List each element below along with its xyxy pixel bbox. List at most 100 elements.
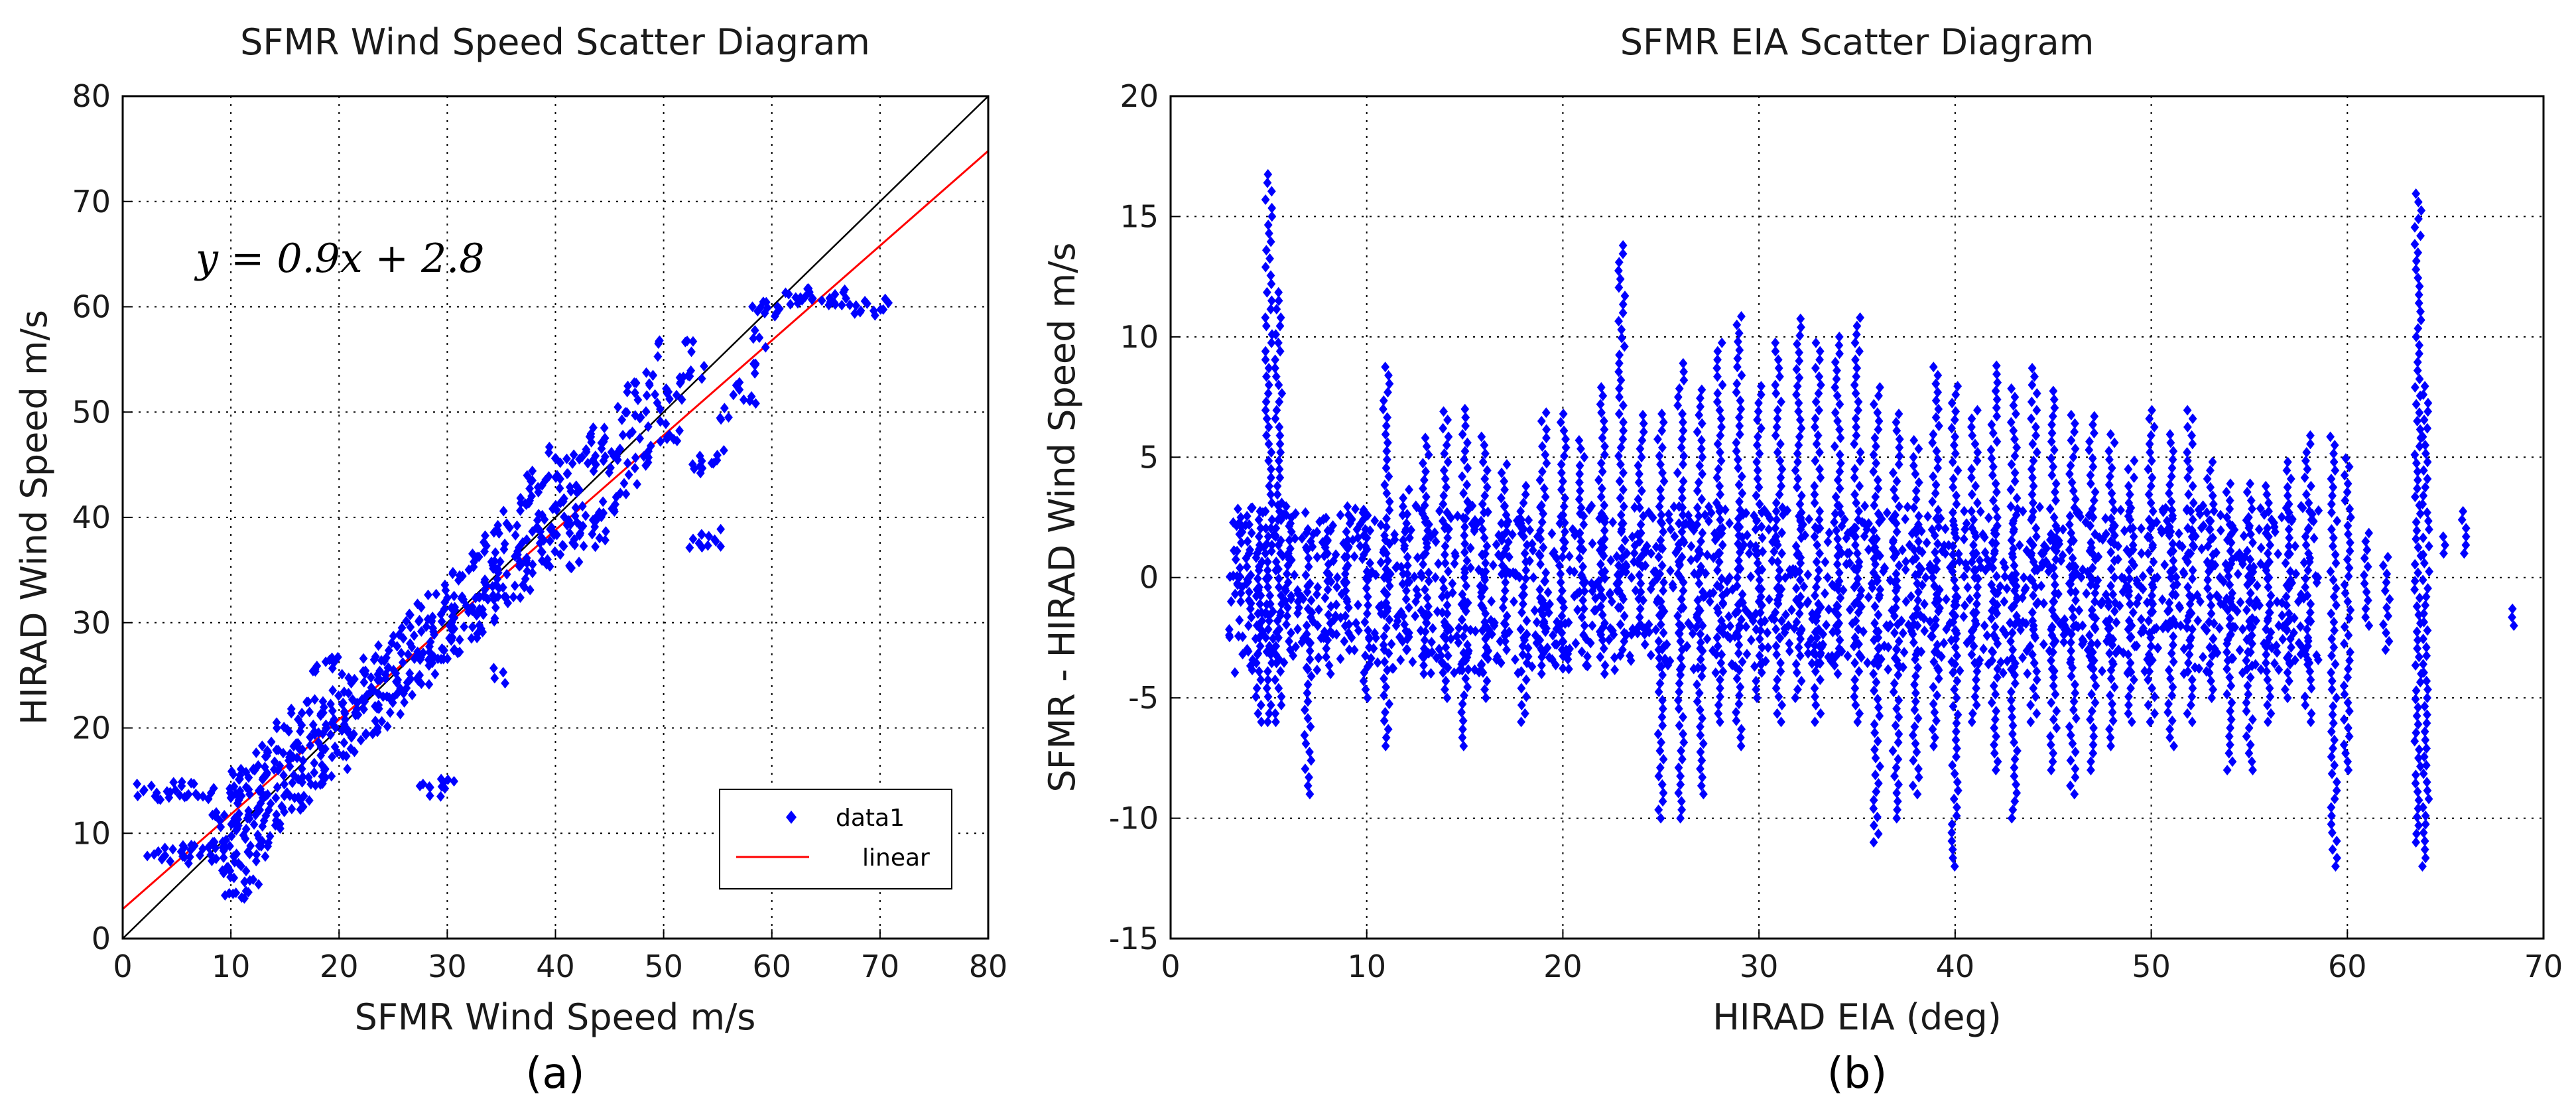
- panel-b-data-point: [2413, 356, 2422, 367]
- panel-b-data-point: [1642, 541, 1651, 552]
- panel-b-data-point: [1282, 568, 1291, 580]
- panel-b-data-point: [1577, 612, 1586, 623]
- panel-b-data-point: [1385, 378, 1394, 389]
- panel-b-data-point: [2049, 610, 2059, 622]
- panel-b-data-point: [2415, 424, 2425, 435]
- panel-b-data-point: [2329, 456, 2339, 468]
- panel-b-data-point: [1462, 555, 1472, 566]
- panel-a-data-point: [187, 839, 196, 850]
- panel-b-data-point: [1836, 507, 1845, 519]
- panel-b-data-point: [2243, 681, 2252, 691]
- panel-b-data-point: [1619, 501, 1628, 512]
- panel-b-data-point: [1735, 496, 1744, 507]
- panel-b-data-point: [1427, 668, 1435, 679]
- panel-b-data-point: [2146, 632, 2156, 643]
- panel-b-data-point: [1291, 508, 1300, 519]
- panel-b-data-point: [1777, 480, 1786, 492]
- panel-b-data-point: [1833, 668, 1842, 679]
- panel-b-data-point: [2212, 547, 2221, 558]
- panel-b-data-point: [1978, 529, 1988, 540]
- panel-b-data-point: [1967, 505, 1976, 517]
- panel-b-data-point: [1244, 620, 1253, 631]
- panel-b-data-point: [1376, 557, 1385, 568]
- panel-b-data-point: [1673, 568, 1683, 580]
- panel-b-data-point: [1985, 560, 1994, 571]
- panel-b-data-point: [1271, 641, 1281, 652]
- panel-b-data-point: [2179, 668, 2189, 679]
- panel-b-data-point: [1890, 610, 1899, 622]
- panel-b-data-point: [1596, 590, 1605, 601]
- panel-b-data-point: [1575, 493, 1584, 505]
- panel-b-data-point: [1480, 684, 1489, 695]
- panel-a-data-point: [576, 520, 584, 531]
- panel-b-data-point: [1254, 708, 1263, 719]
- panel-b-data-point: [1303, 580, 1312, 592]
- panel-b-data-point: [1752, 675, 1761, 687]
- panel-b-data-point: [1266, 270, 1275, 281]
- panel-a-data-point: [310, 767, 319, 778]
- panel-a-data-point: [147, 780, 156, 791]
- panel-b-data-point: [2424, 793, 2433, 805]
- panel-b-data-point: [2410, 584, 2419, 595]
- panel-b-data-point: [2423, 709, 2431, 720]
- panel-a-data-point: [361, 729, 371, 740]
- panel-b-data-point: [2126, 657, 2135, 669]
- panel-b-data-point: [1895, 434, 1904, 445]
- panel-b-data-point: [2049, 543, 2059, 554]
- panel-b-data-point: [1893, 804, 1901, 815]
- panel-a-data-point: [568, 458, 577, 469]
- panel-b-data-point: [1323, 525, 1332, 537]
- panel-b-data-point: [1570, 566, 1579, 578]
- panel-b-data-point: [1713, 641, 1722, 652]
- panel-b-data-point: [2186, 505, 2195, 517]
- panel-b-data-point: [2205, 524, 2215, 535]
- panel-b-data-point: [1337, 588, 1346, 600]
- panel-b-data-point: [2207, 692, 2217, 704]
- panel-b-data-point: [1655, 678, 1665, 689]
- panel-b-data-point: [1272, 304, 1281, 315]
- panel-b-data-point: [2069, 696, 2079, 707]
- panel-a-data-point: [460, 622, 469, 633]
- panel-a-data-point: [304, 696, 312, 708]
- panel-b-data-point: [1279, 657, 1289, 668]
- panel-b-data-point: [1563, 648, 1573, 659]
- panel-b-data-point: [1850, 438, 1859, 450]
- panel-b-data-point: [2305, 430, 2315, 441]
- panel-b-data-point: [1238, 582, 1247, 593]
- panel-b-data-point: [2148, 579, 2157, 590]
- panel-a-data-point: [261, 810, 271, 821]
- panel-b-data-point: [2301, 539, 2311, 551]
- panel-b-data-point: [1646, 584, 1655, 595]
- panel-a-data-point: [371, 715, 380, 726]
- panel-b-data-point: [2256, 543, 2266, 554]
- panel-b-data-point: [1442, 482, 1450, 493]
- panel-b-data-point: [1620, 291, 1630, 302]
- panel-a-data-point: [229, 851, 238, 862]
- panel-b-data-point: [2415, 592, 2424, 604]
- panel-b-data-point: [1444, 431, 1453, 442]
- panel-b-data-point: [1966, 633, 1975, 645]
- panel-b-data-point: [1736, 505, 1745, 516]
- panel-b-data-point: [1973, 497, 1982, 509]
- panel-b-data-point: [1785, 645, 1794, 657]
- panel-b-data-point: [1276, 535, 1285, 547]
- panel-b-data-point: [2114, 554, 2122, 565]
- panel-b-data-point: [1263, 624, 1273, 635]
- panel-b-data-point: [1785, 638, 1794, 649]
- panel-b-data-point: [1695, 460, 1705, 471]
- panel-b-data-point: [1527, 661, 1537, 673]
- panel-a-data-point: [830, 299, 840, 310]
- panel-b-data-point: [2422, 650, 2431, 661]
- panel-b-data-point: [1254, 584, 1263, 596]
- panel-b-data-point: [1970, 691, 1980, 702]
- panel-b-data-point: [1698, 527, 1707, 539]
- panel-a-data-point: [749, 333, 758, 344]
- panel-b-data-point: [2046, 535, 2055, 546]
- panel-a-data-point: [169, 777, 178, 788]
- panel-b-data-point: [1302, 527, 1311, 539]
- panel-b-data-point: [1970, 438, 1980, 450]
- panel-b-data-point: [2002, 583, 2012, 594]
- panel-a-data-point: [548, 527, 558, 538]
- panel-b-data-point: [1732, 673, 1742, 685]
- panel-a-data-point: [558, 496, 568, 507]
